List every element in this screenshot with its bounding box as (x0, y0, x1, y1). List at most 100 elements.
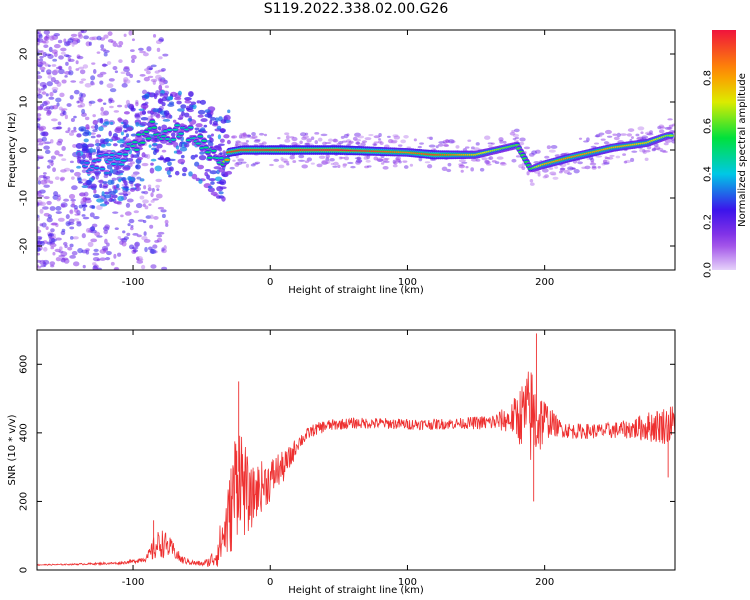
noise-speck (486, 163, 492, 166)
noise-speck (158, 56, 163, 60)
noise-speck (92, 262, 97, 266)
noise-speck (152, 198, 159, 201)
noise-speck (116, 139, 125, 144)
noise-speck (92, 119, 98, 125)
noise-speck (136, 260, 144, 264)
noise-speck (99, 80, 104, 85)
noise-speck (216, 125, 222, 130)
noise-speck (226, 139, 231, 145)
noise-speck (100, 44, 105, 49)
noise-speck (89, 147, 94, 154)
noise-speck (207, 141, 214, 147)
noise-speck (120, 71, 126, 75)
noise-speck (48, 96, 55, 100)
noise-speck (61, 228, 66, 232)
noise-speck (207, 187, 215, 193)
noise-speck (39, 125, 47, 131)
noise-speck (426, 136, 432, 139)
noise-speck (154, 240, 160, 243)
noise-speck (109, 105, 114, 109)
noise-speck (37, 106, 40, 112)
noise-speck (667, 126, 673, 130)
noise-speck (460, 169, 464, 173)
noise-speck (144, 68, 149, 72)
noise-speck (37, 123, 41, 128)
noise-speck (80, 78, 87, 81)
noise-speck (384, 157, 390, 161)
noise-speck (298, 154, 305, 159)
noise-speck (199, 151, 205, 155)
noise-speck (82, 264, 86, 269)
noise-speck (160, 67, 166, 72)
noise-speck (95, 139, 100, 144)
noise-speck (651, 148, 656, 152)
noise-speck (157, 126, 162, 131)
noise-speck (278, 164, 285, 169)
noise-speck (37, 71, 41, 75)
noise-speck (155, 193, 163, 199)
noise-speck (37, 146, 40, 152)
noise-speck (161, 266, 168, 270)
noise-speck (124, 211, 132, 216)
noise-speck (37, 235, 43, 240)
noise-speck (101, 245, 109, 251)
noise-speck (76, 100, 80, 104)
noise-speck (117, 252, 122, 257)
noise-speck (615, 155, 621, 159)
noise-speck (73, 115, 77, 119)
noise-speck (567, 172, 572, 175)
noise-speck (172, 119, 177, 123)
noise-speck (81, 178, 87, 182)
noise-speck (145, 70, 151, 75)
x-tick-label: 100 (398, 277, 417, 288)
noise-speck (51, 222, 58, 226)
noise-speck (639, 148, 644, 153)
noise-speck (671, 123, 675, 127)
noise-speck (69, 235, 74, 240)
noise-speck (51, 86, 59, 91)
noise-speck (152, 143, 158, 146)
ridge-cell (110, 163, 117, 166)
noise-speck (40, 264, 46, 268)
noise-speck (85, 124, 90, 130)
noise-speck (232, 159, 236, 162)
noise-speck (355, 159, 363, 163)
noise-speck (81, 233, 86, 239)
noise-speck (219, 138, 225, 143)
noise-speck (60, 176, 66, 181)
noise-speck (73, 126, 77, 131)
ridge-cell (174, 124, 181, 127)
ridge-cell (204, 151, 211, 154)
noise-speck (490, 142, 495, 145)
noise-speck (76, 165, 82, 169)
noise-speck (402, 160, 408, 163)
noise-speck (356, 141, 360, 146)
noise-speck (43, 30, 51, 35)
noise-speck (56, 198, 61, 202)
noise-speck (139, 178, 145, 182)
noise-speck (146, 46, 152, 52)
noise-speck (90, 238, 98, 243)
ridge-cell (99, 167, 106, 170)
noise-speck (144, 246, 148, 253)
noise-speck (150, 162, 154, 166)
noise-speck (79, 192, 86, 197)
noise-speck (137, 156, 143, 161)
noise-speck (197, 114, 204, 118)
noise-speck (241, 141, 248, 145)
noise-speck (99, 117, 104, 124)
x-tick-label: 0 (267, 277, 273, 288)
noise-speck (61, 158, 67, 161)
noise-speck (125, 79, 131, 84)
noise-speck (110, 168, 114, 174)
noise-speck (68, 70, 74, 76)
noise-speck (299, 140, 303, 145)
noise-speck (210, 133, 214, 137)
noise-speck (327, 138, 334, 142)
noise-speck (606, 135, 613, 138)
noise-speck (149, 214, 154, 220)
noise-speck (72, 236, 79, 240)
noise-speck (114, 70, 119, 74)
noise-speck (126, 232, 131, 237)
